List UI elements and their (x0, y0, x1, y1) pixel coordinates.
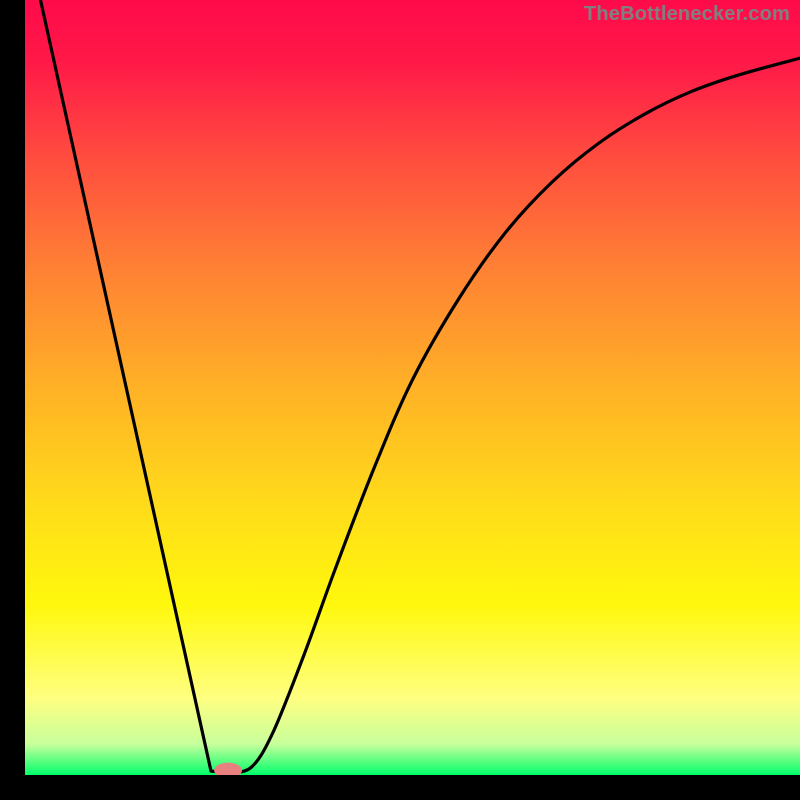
watermark-label: TheBottlenecker.com (584, 3, 790, 26)
plot-background (25, 0, 800, 775)
chart-container: TheBottlenecker.com (0, 0, 800, 800)
bottleneck-chart (0, 0, 800, 800)
